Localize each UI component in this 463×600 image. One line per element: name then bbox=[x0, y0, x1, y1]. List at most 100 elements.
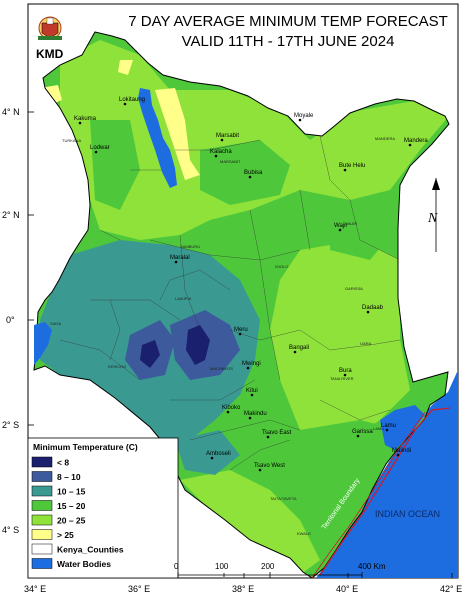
legend-label: 10 – 15 bbox=[57, 487, 86, 497]
county-label-tana-river: TANA RIVER bbox=[330, 376, 354, 381]
town-label: Bura bbox=[339, 368, 352, 374]
town-dot bbox=[210, 456, 214, 460]
town-label: Lamu bbox=[381, 423, 396, 429]
town-dot bbox=[250, 393, 254, 397]
town-dot bbox=[356, 434, 360, 438]
north-arrow: N bbox=[427, 178, 440, 252]
y-tick-2s: 2° S bbox=[2, 420, 19, 430]
x-tick-36e: 36° E bbox=[128, 584, 150, 594]
title-line-1: 7 DAY AVERAGE MINIMUM TEMP FORECAST bbox=[128, 13, 448, 30]
legend-label: Kenya_Counties bbox=[57, 545, 124, 555]
county-label-wajir: WAJIR bbox=[345, 221, 357, 226]
county-label-garissa-s: IJARA bbox=[360, 341, 372, 346]
legend-label: 20 – 25 bbox=[57, 516, 86, 526]
town-dot bbox=[248, 416, 252, 420]
town-dot bbox=[78, 121, 82, 125]
legend-label: 8 – 10 bbox=[57, 472, 81, 482]
kenya-outline bbox=[33, 31, 450, 579]
county-label-kwale: KWALE bbox=[297, 531, 311, 536]
scale-400: 400 Km bbox=[358, 562, 386, 571]
zone-20-25-east bbox=[270, 240, 410, 440]
town-dot bbox=[266, 435, 270, 439]
town-dot bbox=[246, 366, 250, 370]
kmd-text: KMD bbox=[36, 47, 64, 61]
legend-label: Water Bodies bbox=[57, 559, 111, 569]
town-label: Mwingi bbox=[242, 361, 261, 367]
legend-swatch bbox=[31, 471, 53, 482]
lake-turkana bbox=[138, 88, 177, 188]
town-label: Lodwar bbox=[90, 145, 110, 151]
county-label-samburu: SAMBURU bbox=[180, 244, 200, 249]
town-label: Bubisa bbox=[244, 170, 263, 176]
zone-10-15-south bbox=[175, 430, 240, 475]
town-dot bbox=[174, 260, 178, 264]
zone-lt8-western bbox=[140, 340, 160, 368]
town-label: Garissa bbox=[352, 429, 373, 435]
county-label-marsabit: MARSABIT bbox=[220, 159, 241, 164]
scale-bar: 0 100 200 400 Km bbox=[174, 562, 386, 578]
town-dot bbox=[293, 350, 297, 354]
x-tick-38e: 38° E bbox=[232, 584, 254, 594]
zone-lt8-aberdares bbox=[186, 325, 210, 365]
title-line-2: VALID 11TH - 17TH JUNE 2024 bbox=[182, 33, 395, 50]
legend-swatch bbox=[31, 500, 53, 511]
town-label: Moyale bbox=[294, 113, 314, 119]
zone-15-20-marsabit bbox=[200, 140, 290, 205]
x-tick-34e: 34° E bbox=[24, 584, 46, 594]
lake-victoria bbox=[34, 322, 52, 365]
town-markers: Lokitaung Kakuma Lodwar Kalacha Bubisa Bute H… bbox=[74, 97, 428, 472]
legend-swatch bbox=[31, 456, 53, 468]
county-boundaries bbox=[59, 135, 401, 471]
county-label-turkana: TURKANA bbox=[62, 138, 81, 143]
zone-gt25-turkana bbox=[155, 88, 200, 180]
county-label-siaya: SIAYA bbox=[50, 321, 62, 326]
town-label: Tsavo East bbox=[262, 430, 292, 436]
ocean-label: INDIAN OCEAN bbox=[375, 509, 440, 519]
territorial-boundary-line bbox=[319, 407, 451, 576]
town-dot bbox=[408, 143, 412, 147]
x-tick-40e: 40° E bbox=[336, 584, 358, 594]
scale-0: 0 bbox=[174, 562, 179, 571]
county-label-garissa: GARISSA bbox=[345, 286, 363, 291]
town-label: Mandera bbox=[404, 138, 428, 144]
county-label-machakos: MACHAKOS bbox=[210, 366, 233, 371]
north-letter: N bbox=[427, 211, 438, 226]
county-label-isiolo: ISIOLO bbox=[275, 264, 288, 269]
town-label: Kalacha bbox=[210, 149, 232, 155]
zone-15-20-north-patch bbox=[90, 120, 140, 210]
scale-100: 100 bbox=[215, 562, 229, 571]
town-label: Lokitaung bbox=[119, 97, 145, 103]
town-dot bbox=[343, 168, 347, 172]
zone-15-20-wajir bbox=[330, 200, 395, 260]
y-tick-0: 0° bbox=[6, 315, 15, 325]
county-label-kericho: KERICHO bbox=[108, 364, 126, 369]
town-label: Tsavo West bbox=[254, 463, 285, 469]
town-label: Marsabit bbox=[216, 133, 239, 139]
town-label: Dadaab bbox=[362, 305, 384, 311]
town-label: Kiboko bbox=[222, 405, 241, 411]
town-dot bbox=[366, 310, 370, 314]
y-tick-2n: 2° N bbox=[2, 210, 20, 220]
county-label-mandera: MANDERA bbox=[375, 136, 395, 141]
county-labels: TURKANA MARSABIT MANDERA WAJIR ISIOLO SA… bbox=[50, 136, 395, 536]
legend: Minimum Temperature (C) < 8 8 – 10 10 – 15… bbox=[27, 437, 179, 579]
town-dot bbox=[396, 453, 400, 457]
town-label: Kitui bbox=[246, 388, 258, 394]
town-label: Bute Helu bbox=[339, 163, 365, 169]
y-axis-labels: 4° N 2° N 0° 2° S 4° S bbox=[2, 107, 20, 535]
zone-15-20-coast bbox=[300, 420, 400, 480]
legend-label: > 25 bbox=[57, 530, 74, 540]
town-dot bbox=[238, 332, 242, 336]
town-label: Bangali bbox=[289, 345, 309, 351]
legend-label: 15 – 20 bbox=[57, 501, 86, 511]
town-label: Meru bbox=[234, 327, 248, 333]
kmd-logo: KMD bbox=[36, 16, 64, 61]
town-label: Maralal bbox=[170, 255, 190, 261]
coastal-water bbox=[380, 405, 425, 450]
town-dot bbox=[258, 468, 262, 472]
scale-200: 200 bbox=[261, 562, 275, 571]
zone-gt25-lodwar bbox=[118, 60, 133, 75]
town-dot bbox=[226, 410, 230, 414]
legend-swatch bbox=[31, 558, 53, 569]
